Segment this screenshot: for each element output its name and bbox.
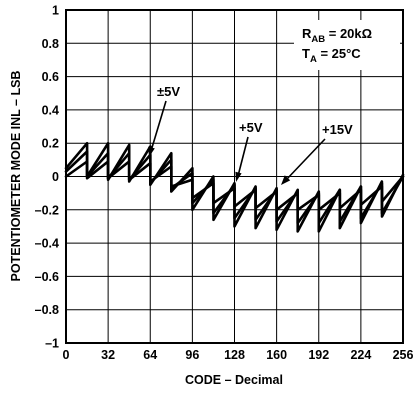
series-line-3 <box>64 141 405 233</box>
y-tick-label: 0.6 <box>42 70 59 84</box>
label-bg-p5v <box>237 119 267 135</box>
condition-box <box>294 20 400 70</box>
arrowhead-p5v <box>235 171 242 182</box>
x-tick-label: 96 <box>185 348 199 362</box>
y-tick-label: 0 <box>52 170 59 184</box>
y-tick-label: –0.4 <box>35 237 59 251</box>
y-tick-label: 1 <box>52 4 59 18</box>
label-bg-pm5v <box>155 83 185 99</box>
x-tick-label: 64 <box>143 348 157 362</box>
x-tick-labels: 0 32 64 96 128 160 192 224 256 <box>63 348 414 362</box>
x-axis-title: CODE – Decimal <box>185 373 283 387</box>
condition-line-2: TA = 25°C <box>302 46 361 65</box>
y-tick-label: 0.4 <box>42 103 59 117</box>
arrow-p5v <box>237 136 249 177</box>
label-p15v: +15V <box>322 122 353 137</box>
x-tick-label: 160 <box>266 348 287 362</box>
y-tick-label: –0.8 <box>35 303 59 317</box>
y-tick-labels: 1 0.8 0.6 0.4 0.2 0 –0.2 –0.4 –0.6 –0.8 –1 <box>35 4 59 351</box>
condition-line-1: RAB = 20kΩ <box>302 26 372 45</box>
x-tick-label: 224 <box>350 348 371 362</box>
x-tick-label: 32 <box>101 348 115 362</box>
arrow-p15v <box>285 138 326 181</box>
label-bg-p15v <box>320 121 358 137</box>
label-pm5v: ±5V <box>157 84 180 99</box>
y-tick-label: –0.2 <box>35 203 59 217</box>
y-tick-label: –1 <box>45 337 59 351</box>
y-tick-label: 0.8 <box>42 37 59 51</box>
label-p5v: +5V <box>239 120 263 135</box>
x-tick-label: 128 <box>224 348 245 362</box>
arrow-pm5v <box>150 100 167 152</box>
x-tick-label: 192 <box>308 348 329 362</box>
arrowhead-pm5v <box>148 146 155 157</box>
x-tick-label: 256 <box>393 348 414 362</box>
arrowhead-p15v <box>281 175 291 185</box>
series-lines <box>64 141 405 233</box>
series-callouts: ±5V +5V +15V <box>148 83 358 185</box>
y-tick-label: 0.2 <box>42 137 59 151</box>
y-axis-title: POTENTIOMETER MODE INL – LSB <box>9 71 23 282</box>
y-tick-label: –0.6 <box>35 270 59 284</box>
x-tick-label: 0 <box>63 348 70 362</box>
